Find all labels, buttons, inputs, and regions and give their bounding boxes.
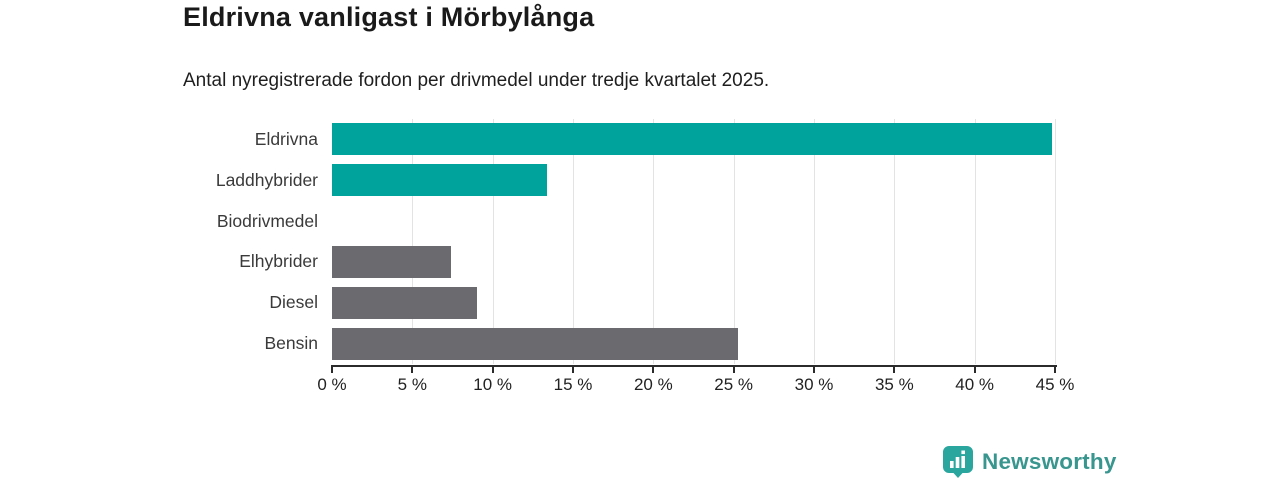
gridline [412,119,414,364]
bar-diesel [332,286,477,319]
bar-elhybrider [332,245,451,278]
newsworthy-brand: Newsworthy [942,445,1117,479]
y-axis-category-labels: Eldrivna Laddhybrider Biodrivmedel Elhybrid… [0,119,318,364]
gridline [733,119,735,364]
page-title: Eldrivna vanligast i Mörbylånga [183,2,595,32]
gridline [894,119,896,364]
category-label: Eldrivna [254,128,318,149]
bar-bensin [332,327,739,360]
axis-tick-label: 35 % [874,375,914,394]
axis-tick [331,367,333,373]
category-label: Elhybrider [239,251,318,272]
axis-tick [411,367,414,373]
category-label: Biodrivmedel [216,210,318,231]
bar-rows [332,119,1055,364]
bar-row [332,241,1055,282]
axis-tick-label: 40 % [955,375,995,394]
bar-row [332,323,1055,364]
gridline [814,119,815,364]
axis-tick-label: 20 % [633,375,673,394]
gridline [653,119,655,364]
axis-tick-label: 45 % [1035,375,1075,394]
category-label: Bensin [264,333,318,354]
axis-tick [973,367,976,373]
bar-row [332,282,1055,323]
bar-row [332,160,1055,201]
category-label: Laddhybrider [215,169,318,190]
x-axis: 0 % 5 % 10 % 15 % 20 % 25 % 30 % 35 % 40 % 45 % [317,367,1074,397]
axis-tick [572,367,574,373]
chart-subtitle: Antal nyregistrerade fordon per drivmede… [183,70,770,91]
gridline [573,119,574,364]
axis-tick [652,367,655,373]
axis-tick-label: 0 % [317,375,347,394]
axis-tick-label: 5 % [397,375,427,394]
axis-tick [491,367,494,373]
gridline [492,119,494,364]
gridline [1055,119,1056,364]
bar-chart-speech-bubble-icon [942,445,974,479]
x-axis-line [331,365,1057,367]
category-label: Diesel [269,292,318,313]
bar-row [332,119,1055,160]
gridline [974,119,976,364]
axis-tick [1054,367,1056,373]
axis-tick-label: 10 % [473,375,513,394]
axis-tick [732,367,735,373]
axis-tick-label: 25 % [714,375,754,394]
bar-laddhybrider [332,164,548,197]
axis-tick [893,367,896,373]
axis-tick-label: 15 % [553,375,593,394]
brand-name: Newsworthy [982,449,1117,474]
axis-tick-label: 30 % [794,375,834,394]
axis-tick [813,367,815,373]
bar-chart-plot-area [332,119,1056,364]
bar-eldrivna [332,123,1052,156]
bar-row [332,201,1055,242]
